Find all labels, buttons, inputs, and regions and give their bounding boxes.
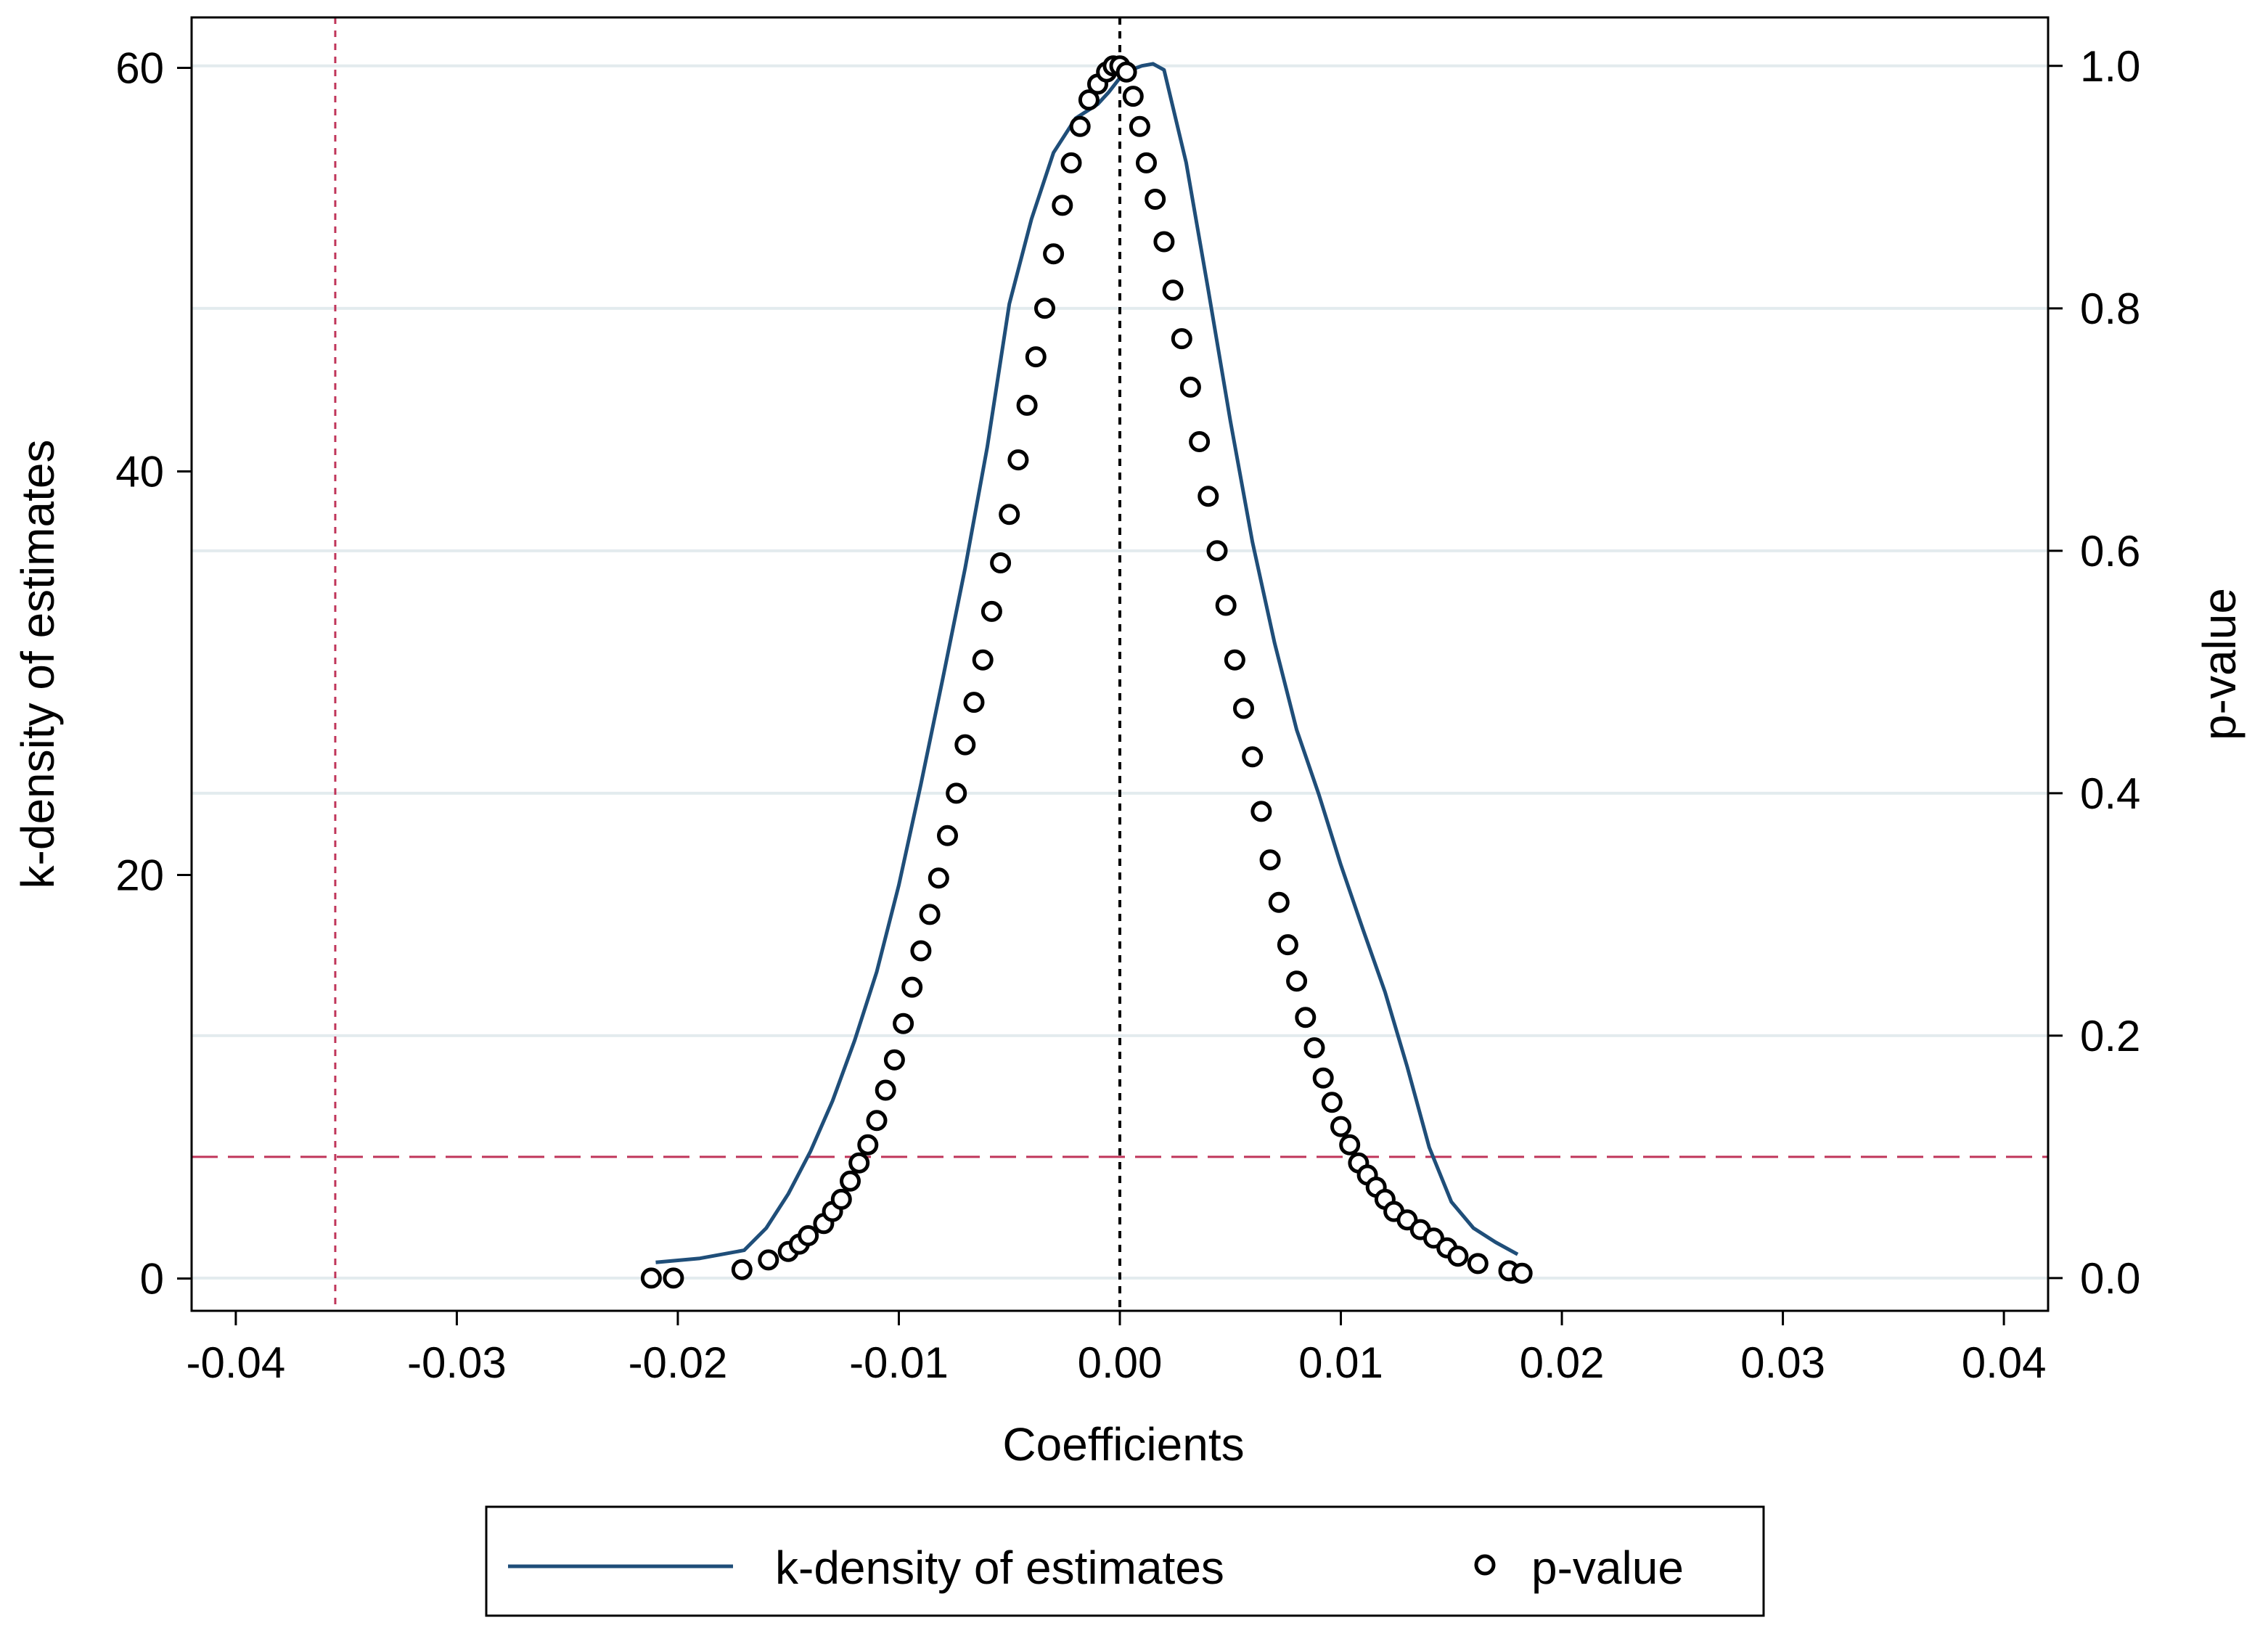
pvalue-point [830,1188,852,1210]
pvalue-point [1007,449,1029,471]
pvalue-point [1078,89,1100,111]
x-tick-label: 0.02 [1520,1338,1605,1387]
pvalue-point [893,1013,914,1034]
pvalue-point [1467,1253,1489,1275]
pvalue-point [1052,195,1073,216]
pvalue-point [663,1267,684,1289]
pvalue-point [937,825,958,846]
pvalue-point [875,1079,896,1101]
y-left-tick-label: 20 [115,851,164,900]
pvalue-point [640,1267,662,1289]
pvalue-point [1069,115,1091,137]
y-axis-left-title: k-density of estimates [12,440,64,889]
density-series [655,62,1519,1264]
pvalue-point [1511,1262,1533,1284]
y-left-tick-label: 60 [115,44,164,93]
pvalue-point [1268,891,1290,913]
pvalue-point [1330,1116,1351,1137]
x-tick-label: -0.01 [849,1338,949,1387]
pvalue-point [1025,346,1047,368]
pvalue-point [946,782,967,804]
pvalue-point [1060,152,1082,173]
pvalue-point [1198,486,1219,507]
y-left-tick-label: 40 [115,448,164,496]
pvalue-point [1136,152,1157,173]
pvalue-point [1312,1067,1334,1089]
y-right-tick-label: 0.4 [2080,769,2140,818]
y-left-tick-label: 0 [140,1255,164,1304]
pvalue-point [840,1170,861,1192]
pvalue-point [1162,279,1184,301]
x-tick-label: 0.03 [1740,1338,1825,1387]
x-tick-label: -0.04 [187,1338,286,1387]
pvalue-point [1034,298,1055,319]
pvalue-point [999,504,1020,525]
x-tick-label: -0.03 [407,1338,507,1387]
pvalue-point [1295,1007,1317,1028]
pvalue-point [1122,86,1144,107]
pvalue-point [866,1110,888,1132]
density-line [655,62,1519,1264]
x-axis: -0.04 -0.03 -0.02 -0.01 0.00 0.01 0.02 0.03 0.04 [187,1311,2047,1387]
pvalue-point [731,1259,753,1280]
pvalue-point [1215,594,1237,616]
y-right-tick-label: 1.0 [2080,42,2140,91]
pvalue-point [928,867,949,889]
y-right-tick-label: 0.6 [2080,527,2140,576]
pvalue-point [857,1134,879,1155]
pvalue-point [1339,1134,1361,1155]
x-tick-label: -0.02 [629,1338,728,1387]
pvalue-point [1224,649,1245,671]
pvalue-point [1206,540,1228,562]
pvalue-point [1321,1092,1343,1113]
y-axis-left: 0 20 40 60 [115,44,192,1304]
pvalue-point [919,904,941,925]
pvalue-point [963,692,985,713]
pvalue-point [848,1152,870,1174]
legend-density-label: k-density of estimates [775,1542,1224,1594]
pvalue-point [1171,328,1192,350]
x-tick-label: 0.04 [1962,1338,2047,1387]
pvalue-point [758,1249,779,1271]
pvalue-point [990,552,1012,573]
pvalue-series [640,55,1533,1289]
pvalue-point [1016,394,1038,416]
pvalue-point [1145,189,1166,210]
pvalue-point [1043,243,1065,265]
x-tick-label: 0.00 [1078,1338,1163,1387]
legend-box [485,1505,1765,1617]
pvalue-point [910,940,932,962]
legend-pvalue-marker [1474,1554,1496,1576]
pvalue-point [954,734,976,756]
y-right-tick-label: 0.2 [2080,1012,2140,1060]
pvalue-point [1259,849,1281,871]
pvalue-point [1179,376,1201,398]
pvalue-point [981,600,1002,622]
pvalue-point [1250,801,1272,822]
legend: k-density of estimates p-value [485,1505,1765,1617]
pvalue-point [1115,61,1137,83]
pvalue-point [1303,1037,1325,1059]
x-axis-title: Coefficients [1002,1418,1244,1470]
y-right-tick-label: 0.8 [2080,285,2140,333]
pvalue-point [972,649,994,671]
pvalue-point [1286,970,1308,992]
pvalue-point [901,976,923,998]
y-right-tick-label: 0.0 [2080,1254,2140,1303]
legend-pvalue-label: p-value [1531,1542,1684,1594]
pvalue-point [1153,231,1175,253]
pvalue-point [1233,698,1254,719]
pvalue-point [798,1225,819,1246]
y-axis-right-title: p-value [2193,588,2246,740]
pvalue-point [883,1049,905,1071]
x-tick-label: 0.01 [1298,1338,1383,1387]
pvalue-point [1242,746,1264,768]
y-axis-right: 0.0 0.2 0.4 0.6 0.8 1.0 [2048,42,2140,1303]
pvalue-point [1277,934,1298,956]
pvalue-point [1129,115,1150,137]
pvalue-point [1189,431,1211,452]
reference-lines [192,17,2048,1311]
pvalue-point [1447,1245,1469,1267]
